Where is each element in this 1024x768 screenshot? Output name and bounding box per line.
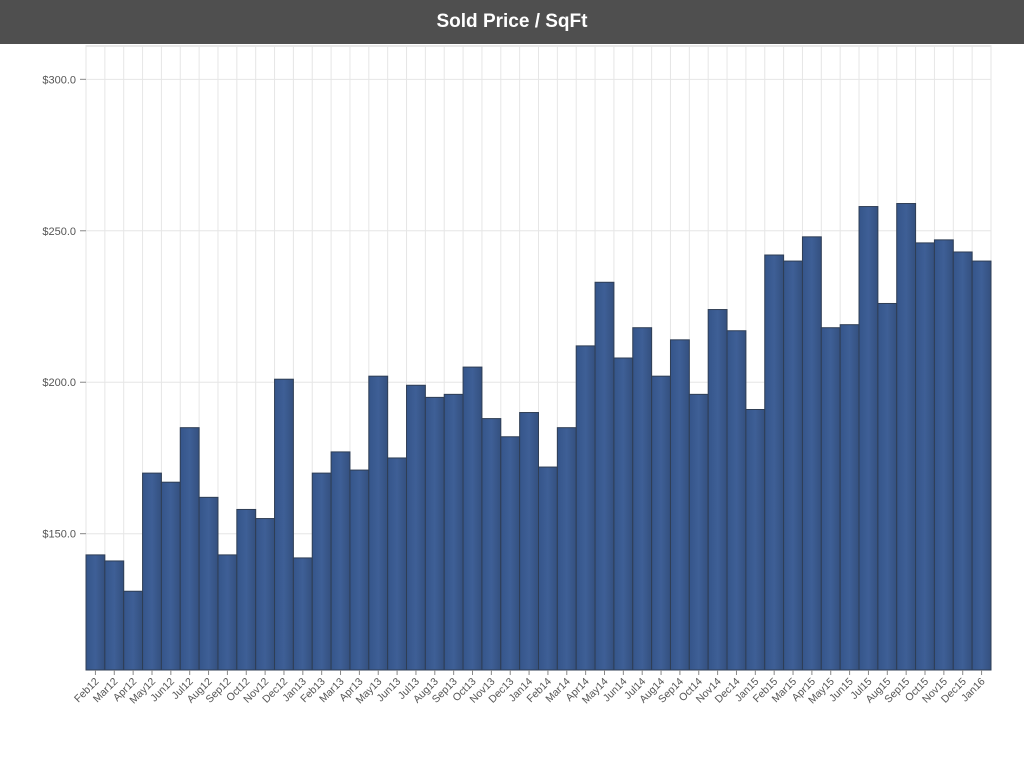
bar-jul15 [858, 206, 879, 671]
bar-apr13 [349, 469, 370, 671]
bar-apr15 [801, 236, 822, 671]
bar-dec14 [726, 330, 747, 671]
bar-sep13 [443, 393, 464, 671]
bar-mar13 [330, 451, 351, 671]
bar-oct15 [915, 242, 935, 671]
bar-mar15 [783, 260, 803, 671]
bar-feb13 [311, 472, 332, 671]
bar-feb14 [538, 466, 558, 671]
bar-dec12 [274, 378, 294, 671]
chart-header: Sold Price / SqFt [0, 0, 1024, 44]
y-tick-label: $200.0 [42, 377, 76, 389]
bar-oct14 [688, 393, 709, 671]
bar-apr14 [575, 345, 596, 671]
bar-feb15 [764, 254, 785, 671]
bar-mar14 [556, 427, 577, 671]
bar-jan16 [971, 260, 992, 671]
bar-jan15 [745, 408, 766, 671]
bar-feb12 [85, 554, 106, 671]
bar-jul12 [179, 427, 200, 671]
bar-may12 [142, 472, 162, 671]
bar-may15 [820, 327, 841, 671]
bar-aug14 [651, 375, 671, 671]
bar-nov14 [707, 309, 728, 671]
bar-jul13 [406, 384, 426, 671]
bar-mar12 [104, 560, 125, 671]
bar-aug13 [424, 396, 445, 671]
bar-may14 [594, 281, 615, 671]
bar-jun14 [613, 357, 634, 671]
bar-jan14 [519, 412, 539, 671]
bar-sep12 [217, 554, 238, 671]
bar-jul14 [632, 327, 653, 671]
bar-nov12 [255, 518, 276, 671]
bar-aug12 [198, 496, 219, 671]
bar-jun15 [839, 324, 860, 671]
bar-jun13 [387, 457, 408, 671]
bar-oct12 [236, 508, 257, 671]
bar-chart: $150.0$200.0$250.0$300.0Feb12Mar12Apr12M… [42, 45, 992, 706]
y-tick-label: $300.0 [42, 74, 76, 86]
y-tick-label: $250.0 [42, 226, 76, 238]
bar-sep14 [669, 339, 690, 671]
bar-jan13 [292, 557, 313, 671]
bar-sep15 [896, 203, 917, 671]
bar-dec13 [500, 436, 521, 671]
bar-may13 [368, 375, 389, 671]
bar-dec15 [952, 251, 973, 671]
bar-apr12 [123, 590, 144, 671]
bar-nov15 [933, 239, 954, 671]
bar-nov13 [481, 418, 502, 671]
y-tick-label: $150.0 [42, 529, 76, 541]
bar-oct13 [462, 366, 483, 671]
bar-jun12 [160, 481, 181, 671]
chart-title: Sold Price / SqFt [436, 11, 588, 32]
bar-aug15 [877, 302, 898, 671]
